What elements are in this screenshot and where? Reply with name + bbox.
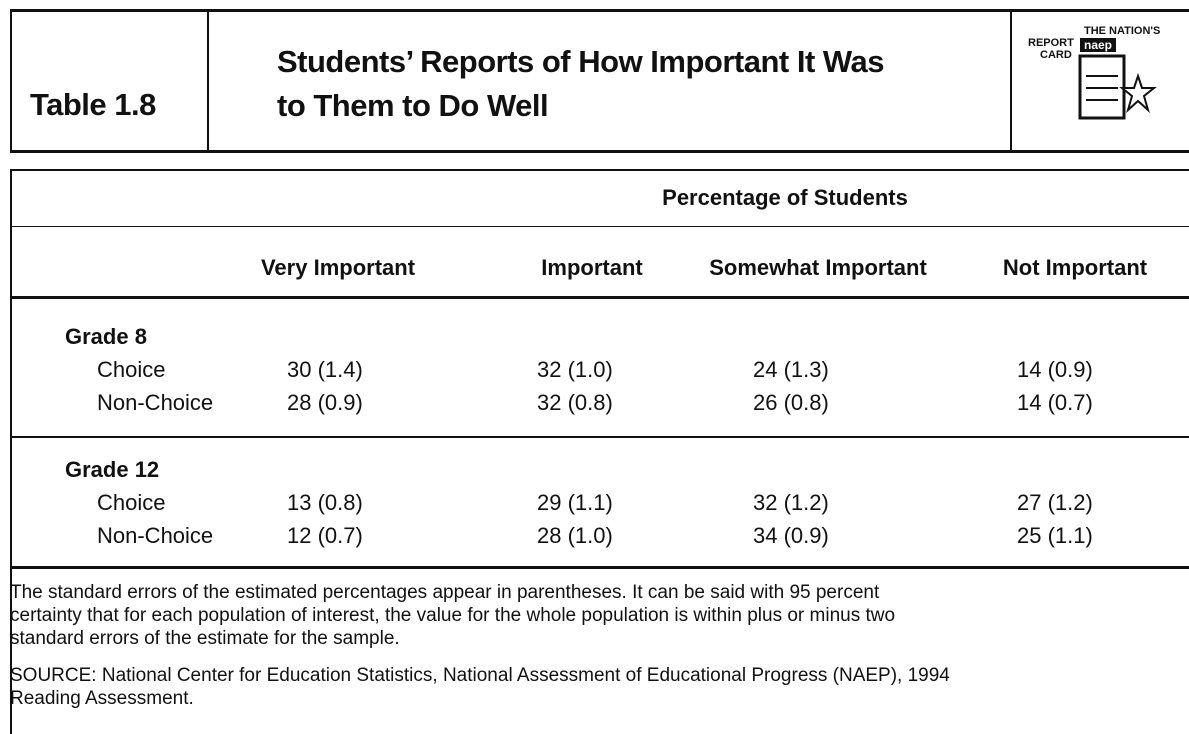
rule bbox=[10, 9, 12, 153]
logo-text: CARD bbox=[1040, 49, 1072, 61]
column-header: Somewhat Important bbox=[709, 255, 927, 280]
group-label: Grade 12 bbox=[65, 457, 160, 482]
row-label: Choice bbox=[97, 357, 166, 382]
rule bbox=[1010, 9, 1012, 153]
rule bbox=[10, 436, 1189, 438]
rule bbox=[10, 9, 1189, 12]
note-line: standard errors of the estimate for the … bbox=[10, 628, 400, 649]
cell: 32 (1.0) bbox=[537, 357, 613, 382]
rule bbox=[10, 169, 1189, 171]
cell: 12 (0.7) bbox=[287, 523, 363, 548]
column-header: Important bbox=[541, 255, 643, 280]
note-line: Reading Assessment. bbox=[10, 688, 194, 709]
rule bbox=[10, 169, 12, 734]
cell: 28 (0.9) bbox=[287, 390, 363, 415]
column-header: Very Important bbox=[260, 255, 416, 280]
logo-badge: naep bbox=[1080, 38, 1117, 52]
logo-text: REPORT bbox=[1028, 37, 1074, 49]
rule bbox=[10, 296, 1189, 299]
table-label: Table 1.8 bbox=[30, 87, 156, 122]
column-header: Not Important bbox=[1002, 255, 1148, 280]
rule bbox=[207, 9, 209, 153]
title: to Them to Do Well bbox=[277, 88, 549, 123]
group-label: Grade 8 bbox=[65, 324, 147, 349]
cell: 24 (1.3) bbox=[753, 357, 829, 382]
cell: 29 (1.1) bbox=[537, 490, 613, 515]
cell: 25 (1.1) bbox=[1017, 523, 1093, 548]
note-line: certainty that for each population of in… bbox=[10, 605, 896, 626]
row-label: Choice bbox=[97, 490, 166, 515]
cell: 14 (0.7) bbox=[1017, 390, 1093, 415]
logo-text: THE NATION'S bbox=[1084, 25, 1161, 37]
cell: 32 (1.2) bbox=[753, 490, 829, 515]
rule bbox=[10, 226, 1189, 227]
rule bbox=[10, 150, 1189, 153]
cell: 27 (1.2) bbox=[1017, 490, 1093, 515]
cell: 13 (0.8) bbox=[287, 490, 363, 515]
cell: 30 (1.4) bbox=[287, 357, 363, 382]
row-label: Non-Choice bbox=[97, 390, 214, 415]
logo-icon bbox=[1078, 54, 1157, 120]
row-label: Non-Choice bbox=[97, 523, 214, 548]
title: Students’ Reports of How Important It Wa… bbox=[277, 44, 884, 79]
cell: 34 (0.9) bbox=[753, 523, 829, 548]
rule bbox=[10, 566, 1189, 569]
cell: 26 (0.8) bbox=[753, 390, 829, 415]
group-header: Percentage of Students bbox=[662, 185, 908, 210]
cell: 32 (0.8) bbox=[537, 390, 613, 415]
note-line: The standard errors of the estimated per… bbox=[10, 582, 880, 603]
cell: 28 (1.0) bbox=[537, 523, 613, 548]
note-line: SOURCE: National Center for Education St… bbox=[10, 665, 950, 686]
cell: 14 (0.9) bbox=[1017, 357, 1093, 382]
